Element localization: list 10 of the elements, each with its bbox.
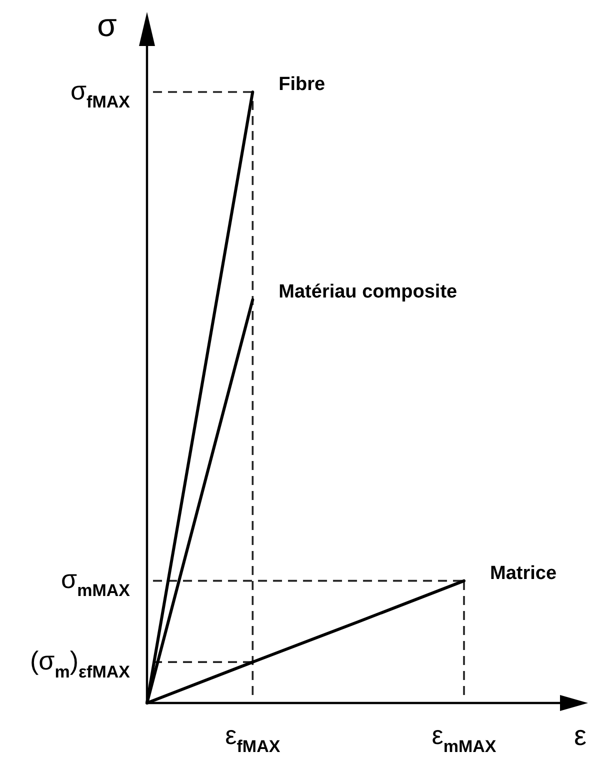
x-tick-label: ε$_{fMAX}$: [225, 720, 281, 756]
ref-line-label: (σ$_{m}$)$_{εfMAX}$: [30, 645, 131, 682]
ref-line-label: σ$_{fMAX}$: [70, 75, 131, 112]
series-label: Fibre: [278, 74, 326, 95]
x-tick-label: ε$_{mMAX}$: [432, 720, 497, 756]
y-axis-title: σ: [97, 7, 118, 43]
series-label: Matrice: [490, 562, 557, 584]
ref-line-label: σ$_{mMAX}$: [61, 564, 131, 600]
x-axis-title: ε: [574, 720, 586, 751]
series-label: Matériau composite: [278, 282, 458, 303]
